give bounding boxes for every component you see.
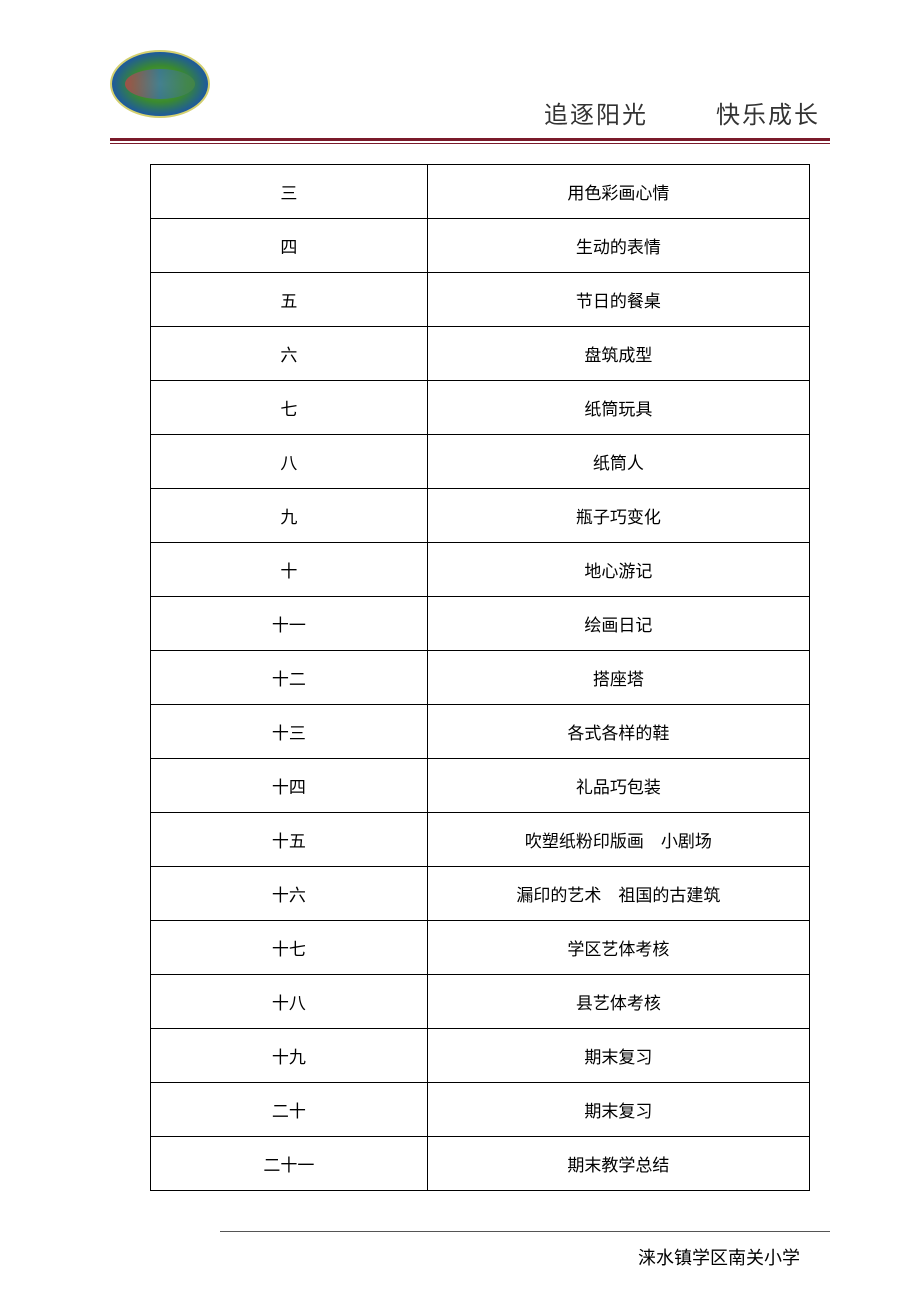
content-cell: 生动的表情 — [427, 219, 809, 273]
week-number-cell: 十七 — [151, 921, 428, 975]
content-cell: 县艺体考核 — [427, 975, 809, 1029]
header-title-right: 快乐成长 — [716, 103, 820, 129]
table-body: 三用色彩画心情四生动的表情五节日的餐桌六盘筑成型七纸筒玩具八纸筒人九瓶子巧变化十… — [151, 165, 810, 1191]
content-cell: 漏印的艺术 祖国的古建筑 — [427, 867, 809, 921]
table-row: 十一绘画日记 — [151, 597, 810, 651]
header-title: 追逐阳光 快乐成长 — [110, 50, 830, 130]
content-cell: 绘画日记 — [427, 597, 809, 651]
week-number-cell: 五 — [151, 273, 428, 327]
school-logo — [110, 50, 210, 118]
main-content: 三用色彩画心情四生动的表情五节日的餐桌六盘筑成型七纸筒玩具八纸筒人九瓶子巧变化十… — [0, 144, 920, 1191]
week-number-cell: 十二 — [151, 651, 428, 705]
content-cell: 各式各样的鞋 — [427, 705, 809, 759]
table-row: 七纸筒玩具 — [151, 381, 810, 435]
table-row: 十八县艺体考核 — [151, 975, 810, 1029]
table-row: 二十期末复习 — [151, 1083, 810, 1137]
logo-inner — [125, 69, 195, 99]
content-cell: 纸筒玩具 — [427, 381, 809, 435]
table-row: 三用色彩画心情 — [151, 165, 810, 219]
footer-divider — [220, 1231, 830, 1232]
week-number-cell: 六 — [151, 327, 428, 381]
week-number-cell: 十九 — [151, 1029, 428, 1083]
content-cell: 地心游记 — [427, 543, 809, 597]
header-title-gap — [656, 103, 708, 129]
content-cell: 礼品巧包装 — [427, 759, 809, 813]
content-cell: 盘筑成型 — [427, 327, 809, 381]
table-row: 十三各式各样的鞋 — [151, 705, 810, 759]
page-header: 追逐阳光 快乐成长 — [0, 0, 920, 130]
content-cell: 节日的餐桌 — [427, 273, 809, 327]
content-cell: 纸筒人 — [427, 435, 809, 489]
table-row: 十六漏印的艺术 祖国的古建筑 — [151, 867, 810, 921]
table-row: 五节日的餐桌 — [151, 273, 810, 327]
week-number-cell: 十三 — [151, 705, 428, 759]
week-number-cell: 九 — [151, 489, 428, 543]
week-number-cell: 二十 — [151, 1083, 428, 1137]
content-cell: 期末教学总结 — [427, 1137, 809, 1191]
table-row: 十地心游记 — [151, 543, 810, 597]
week-number-cell: 七 — [151, 381, 428, 435]
content-cell: 期末复习 — [427, 1083, 809, 1137]
content-cell: 学区艺体考核 — [427, 921, 809, 975]
week-number-cell: 十八 — [151, 975, 428, 1029]
content-cell: 搭座塔 — [427, 651, 809, 705]
week-number-cell: 十 — [151, 543, 428, 597]
week-number-cell: 四 — [151, 219, 428, 273]
table-row: 十二搭座塔 — [151, 651, 810, 705]
table-row: 九瓶子巧变化 — [151, 489, 810, 543]
table-row: 十七学区艺体考核 — [151, 921, 810, 975]
content-cell: 用色彩画心情 — [427, 165, 809, 219]
table-row: 八纸筒人 — [151, 435, 810, 489]
footer-text: 涞水镇学区南关小学 — [0, 1244, 800, 1270]
table-row: 二十一期末教学总结 — [151, 1137, 810, 1191]
table-row: 十四礼品巧包装 — [151, 759, 810, 813]
week-number-cell: 三 — [151, 165, 428, 219]
logo-ellipse — [110, 50, 210, 118]
table-row: 十九期末复习 — [151, 1029, 810, 1083]
table-row: 四生动的表情 — [151, 219, 810, 273]
schedule-table: 三用色彩画心情四生动的表情五节日的餐桌六盘筑成型七纸筒玩具八纸筒人九瓶子巧变化十… — [150, 164, 810, 1191]
content-cell: 吹塑纸粉印版画 小剧场 — [427, 813, 809, 867]
table-row: 六盘筑成型 — [151, 327, 810, 381]
table-row: 十五吹塑纸粉印版画 小剧场 — [151, 813, 810, 867]
week-number-cell: 十一 — [151, 597, 428, 651]
week-number-cell: 十四 — [151, 759, 428, 813]
week-number-cell: 八 — [151, 435, 428, 489]
content-cell: 期末复习 — [427, 1029, 809, 1083]
week-number-cell: 十五 — [151, 813, 428, 867]
week-number-cell: 二十一 — [151, 1137, 428, 1191]
week-number-cell: 十六 — [151, 867, 428, 921]
header-title-left: 追逐阳光 — [544, 103, 648, 129]
content-cell: 瓶子巧变化 — [427, 489, 809, 543]
